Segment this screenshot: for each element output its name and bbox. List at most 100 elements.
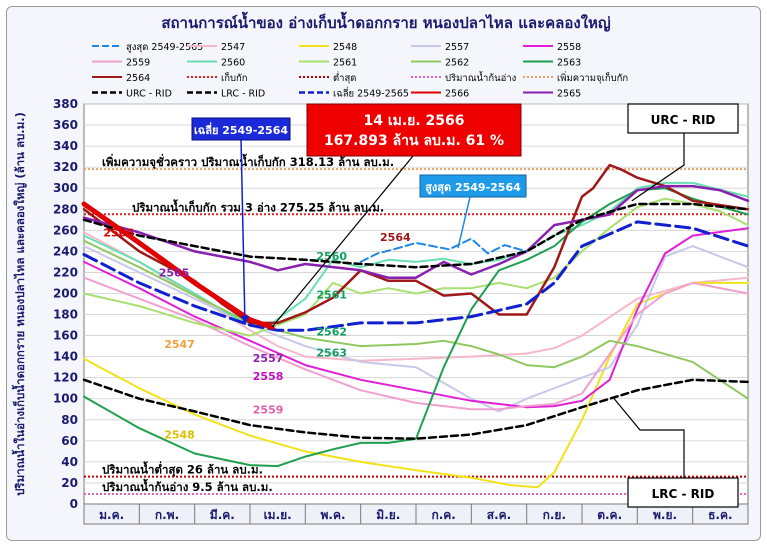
y-tick-label: 300 — [53, 181, 78, 195]
legend-entry: 2548 — [333, 42, 357, 53]
x-tick-label: พ.ค. — [320, 508, 345, 522]
series-line — [83, 187, 749, 468]
series-label: 2548 — [164, 429, 195, 442]
legend-entry: เก็บกัก — [221, 71, 248, 84]
y-tick-label: 120 — [53, 371, 78, 385]
y-tick-label: 180 — [53, 308, 78, 322]
x-tick-label: มิ.ย. — [376, 508, 400, 522]
reference-line-label: ปริมาณน้ำเก็บกัก รวม 3 อ่าง 275.25 ล้าน … — [132, 198, 384, 214]
series-label: 2566 — [103, 227, 134, 240]
callout-line — [271, 155, 414, 328]
series-line — [82, 202, 750, 269]
callout-line — [631, 133, 685, 202]
x-tick-label: มี.ค. — [210, 508, 235, 522]
legend-entry: 2559 — [126, 58, 150, 69]
legend-entry: 2560 — [221, 58, 245, 69]
x-tick-label: พ.ย. — [653, 508, 677, 522]
legend-entry: 2547 — [221, 42, 245, 53]
y-tick-label: 0 — [70, 497, 78, 511]
y-tick-label: 320 — [53, 160, 78, 174]
y-tick-label: 220 — [53, 265, 78, 279]
x-tick-label: ธ.ค. — [708, 508, 732, 522]
y-tick-label: 80 — [61, 413, 78, 427]
y-axis-label: ปริมาณน้ำในอ่างเก็บน้ำดอกกราย หนองปลาไหล… — [11, 112, 27, 496]
callout-line — [611, 396, 685, 478]
legend-entry: 2558 — [557, 42, 581, 53]
legend-entry: ปริมาณน้ำก้นอ่าง — [445, 71, 516, 84]
series-label: 2564 — [380, 231, 411, 244]
x-tick-label: ส.ค. — [487, 508, 511, 522]
series-label: 2565 — [159, 267, 190, 280]
y-tick-label: 140 — [53, 350, 78, 364]
y-tick-label: 360 — [53, 118, 78, 132]
legend-entry: 2561 — [333, 58, 357, 69]
y-tick-label: 380 — [53, 97, 78, 111]
legend-entry: เพิ่มความจุเก็บกัก — [557, 71, 628, 84]
series-group — [81, 163, 750, 489]
legend-entry: LRC - RID — [221, 89, 265, 100]
legend-entry: 2566 — [445, 89, 469, 100]
series-line — [82, 184, 750, 279]
legend-entry: สูงสุด 2549-2565 — [126, 42, 203, 53]
legend-entry: 2563 — [557, 58, 581, 69]
current-date-text: 14 เม.ย. 2566 — [363, 113, 464, 129]
y-tick-label: 260 — [53, 223, 78, 237]
current-value-text: 167.893 ล้าน ลบ.ม. 61 % — [324, 133, 504, 149]
legend: สูงสุด 2549-2565 2547 2548 2557 2558 2559 2560… — [92, 42, 628, 100]
legend-entry: URC - RID — [126, 89, 172, 100]
legend-entry: เฉลี่ย 2549-2565 — [333, 87, 409, 100]
y-tick-label: 280 — [53, 202, 78, 216]
series-line — [83, 276, 749, 411]
x-tick-label: ม.ค. — [99, 508, 124, 522]
legend-entry: ต่ำสุด — [333, 71, 356, 84]
legend-entry: 2557 — [445, 42, 469, 53]
series-label: 2561 — [316, 289, 347, 302]
reference-line-label: เพิ่มความจุชั่วคราว ปริมาณน้ำเก็บกัก 318… — [102, 153, 394, 170]
x-tick-label: ก.ค. — [431, 508, 455, 522]
y-tick-label: 60 — [61, 434, 78, 448]
y-tick-label: 100 — [53, 392, 78, 406]
legend-entry: 2564 — [126, 73, 150, 84]
series-label: 2547 — [164, 338, 195, 351]
series-line — [81, 201, 275, 330]
series-line — [82, 220, 750, 332]
reference-line-label: ปริมาณน้ำก้นอ่าง 9.5 ล้าน ลบ.ม. — [102, 478, 273, 494]
series-label: 2559 — [253, 403, 284, 416]
y-tick-label: 20 — [61, 476, 78, 490]
urc-box-text: URC - RID — [651, 113, 716, 127]
series-line — [359, 237, 528, 263]
x-tick-label: เม.ย. — [264, 508, 292, 522]
series-line — [82, 378, 750, 440]
x-tick-label: ก.ย. — [543, 508, 566, 522]
y-tick-label: 240 — [53, 244, 78, 258]
urc-box — [627, 103, 739, 134]
max-box-text: สูงสุด 2549-2564 — [425, 181, 521, 195]
callout-line — [457, 196, 471, 249]
average-box-text: เฉลี่ย 2549-2564 — [194, 122, 288, 137]
current-value-box — [306, 103, 522, 157]
callout-line — [240, 138, 246, 326]
series-label: 2557 — [253, 352, 284, 365]
y-tick-label: 160 — [53, 329, 78, 343]
x-tick-label: ต.ค. — [597, 508, 622, 522]
series-line — [83, 281, 749, 489]
average-box — [191, 117, 291, 141]
callout-arrow — [241, 316, 249, 326]
reference-line-label: ปริมาณน้ำต่ำสุด 26 ล้าน ลบ.ม. — [102, 461, 263, 478]
chart-title: สถานการณ์น้ำของ อ่างเก็บน้ำดอกกราย หนองป… — [161, 11, 611, 32]
series-label: 2563 — [316, 347, 347, 360]
lrc-box — [627, 477, 739, 508]
series-label: 2560 — [316, 250, 347, 263]
y-tick-label: 40 — [61, 455, 78, 469]
series-label: 2558 — [253, 370, 284, 383]
y-tick-label: 200 — [53, 286, 78, 300]
max-box — [419, 174, 527, 198]
legend-entry: 2565 — [557, 89, 581, 100]
series-label: 2562 — [316, 326, 347, 339]
lrc-box-text: LRC - RID — [652, 487, 715, 501]
series-line — [83, 239, 749, 400]
y-tick-label: 340 — [53, 139, 78, 153]
x-tick-label: ก.พ. — [155, 508, 179, 522]
legend-entry: 2562 — [445, 58, 469, 69]
